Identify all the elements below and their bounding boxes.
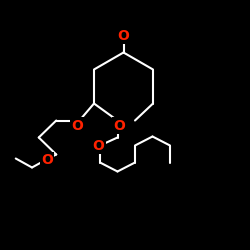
Text: O: O (41, 154, 53, 168)
Text: O: O (72, 118, 84, 132)
Text: O: O (114, 118, 126, 132)
Text: O: O (92, 138, 104, 152)
Text: O: O (118, 28, 130, 42)
